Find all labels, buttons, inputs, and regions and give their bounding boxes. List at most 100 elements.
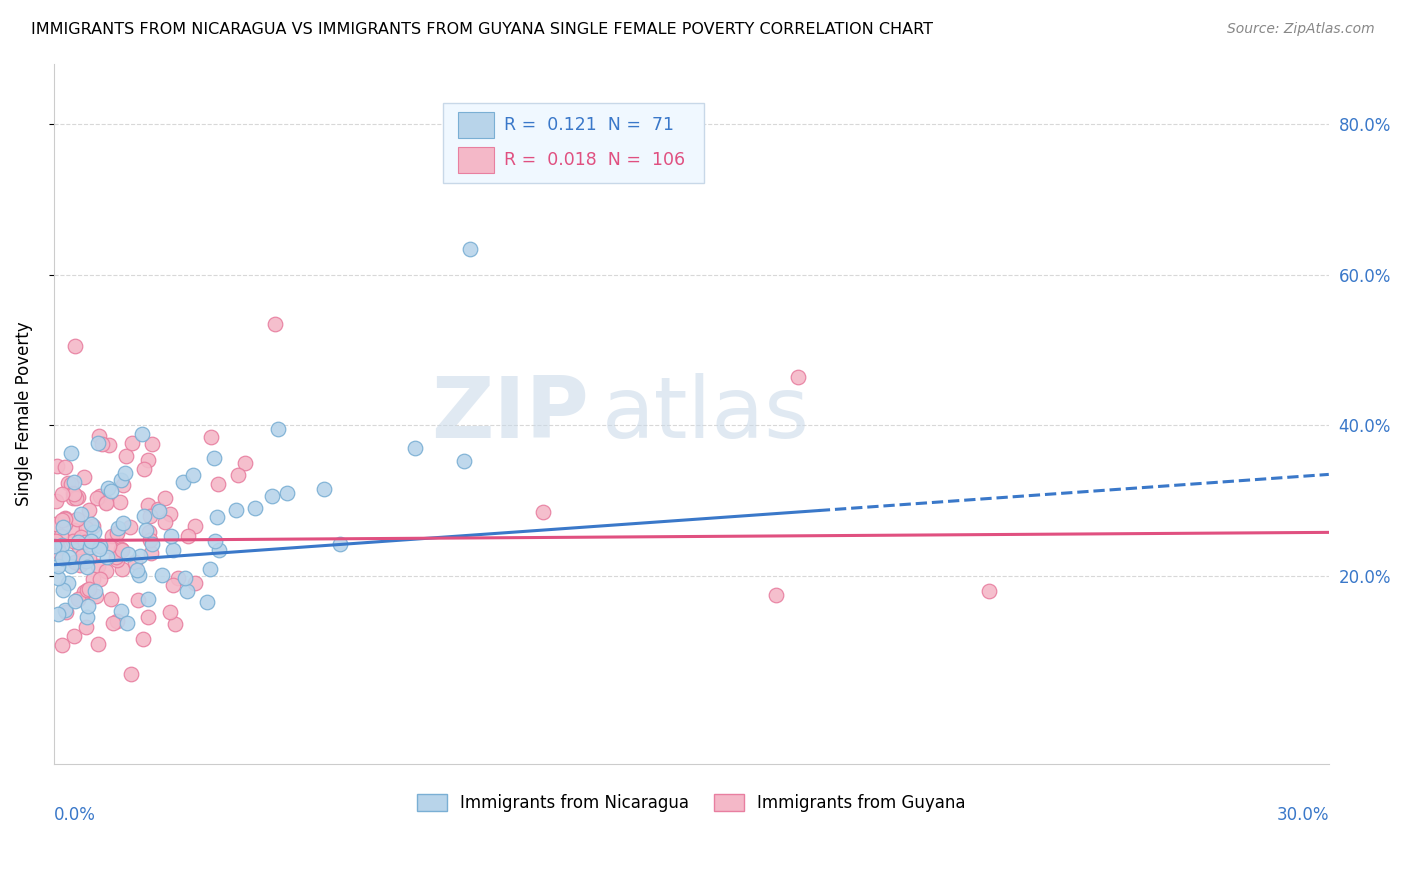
Point [460, 242, 482, 256]
Point [104, 549, 127, 564]
Point [207, 510, 229, 524]
Point [94, 564, 117, 578]
Point [73, 584, 96, 599]
Point [120, 666, 142, 681]
Point [77, 551, 100, 566]
Point [138, 508, 160, 523]
Point [46, 459, 69, 474]
Point [51, 639, 73, 653]
Point [45, 534, 67, 549]
Point [117, 547, 139, 561]
Point [225, 503, 247, 517]
Point [111, 543, 134, 558]
Point [153, 491, 176, 505]
Point [62, 485, 84, 500]
Point [105, 614, 128, 628]
Point [312, 482, 335, 496]
Point [67, 491, 90, 505]
Text: 0.0%: 0.0% [53, 806, 96, 824]
Point [65, 491, 87, 505]
Point [82, 572, 104, 586]
Point [46, 571, 69, 585]
Point [46, 607, 69, 622]
Point [51, 513, 73, 527]
Point [51, 551, 73, 566]
Text: atlas: atlas [602, 373, 810, 456]
Point [46, 541, 69, 555]
Point [87, 637, 110, 651]
Point [184, 575, 207, 590]
Text: Source: ZipAtlas.com: Source: ZipAtlas.com [1227, 22, 1375, 37]
Point [174, 571, 197, 585]
Text: 30.0%: 30.0% [1277, 806, 1329, 824]
Point [136, 452, 159, 467]
Text: R =  0.121  N =  71: R = 0.121 N = 71 [503, 116, 673, 134]
Point [62, 534, 84, 549]
Point [53, 603, 76, 617]
Point [67, 541, 90, 555]
Point [146, 502, 169, 516]
Point [155, 515, 177, 529]
Point [89, 489, 111, 503]
Point [77, 502, 100, 516]
Point [111, 516, 134, 530]
Point [263, 317, 285, 331]
Point [141, 546, 163, 560]
Point [62, 491, 84, 506]
Point [90, 437, 112, 451]
Point [63, 475, 86, 489]
Point [266, 421, 288, 435]
Point [138, 524, 160, 539]
Point [73, 535, 96, 549]
Point [59, 558, 82, 573]
FancyBboxPatch shape [443, 103, 704, 183]
Point [107, 521, 129, 535]
Point [87, 559, 110, 574]
Point [75, 521, 97, 535]
Point [70, 507, 93, 521]
Point [63, 594, 86, 608]
Bar [458, 112, 494, 138]
Point [260, 489, 283, 503]
Point [136, 592, 159, 607]
Point [141, 437, 163, 451]
Point [107, 526, 129, 541]
Point [141, 537, 163, 551]
Point [176, 584, 198, 599]
Point [63, 339, 86, 353]
Point [62, 487, 84, 501]
Legend: Immigrants from Nicaragua, Immigrants from Guyana: Immigrants from Nicaragua, Immigrants fr… [411, 788, 973, 819]
Point [100, 483, 122, 498]
Point [51, 487, 73, 501]
Point [89, 539, 111, 553]
Point [53, 460, 76, 475]
Point [86, 436, 108, 450]
Point [86, 491, 108, 505]
Text: R =  0.018  N =  106: R = 0.018 N = 106 [503, 151, 685, 169]
Point [124, 555, 146, 569]
Point [63, 556, 86, 570]
Point [53, 512, 76, 526]
Bar [458, 146, 494, 173]
Point [160, 529, 183, 543]
Text: ZIP: ZIP [432, 373, 589, 456]
Point [101, 528, 124, 542]
Point [200, 430, 222, 444]
Point [69, 558, 91, 572]
Point [132, 462, 155, 476]
Point [112, 478, 135, 492]
Point [53, 517, 76, 532]
Point [329, 537, 352, 551]
Point [135, 523, 157, 537]
Point [127, 592, 149, 607]
Point [127, 563, 149, 577]
Point [56, 475, 79, 490]
Point [60, 477, 83, 491]
Point [55, 605, 77, 619]
Point [110, 473, 132, 487]
Point [66, 592, 89, 607]
Point [150, 567, 173, 582]
Point [53, 511, 76, 525]
Point [200, 562, 222, 576]
Point [94, 496, 117, 510]
